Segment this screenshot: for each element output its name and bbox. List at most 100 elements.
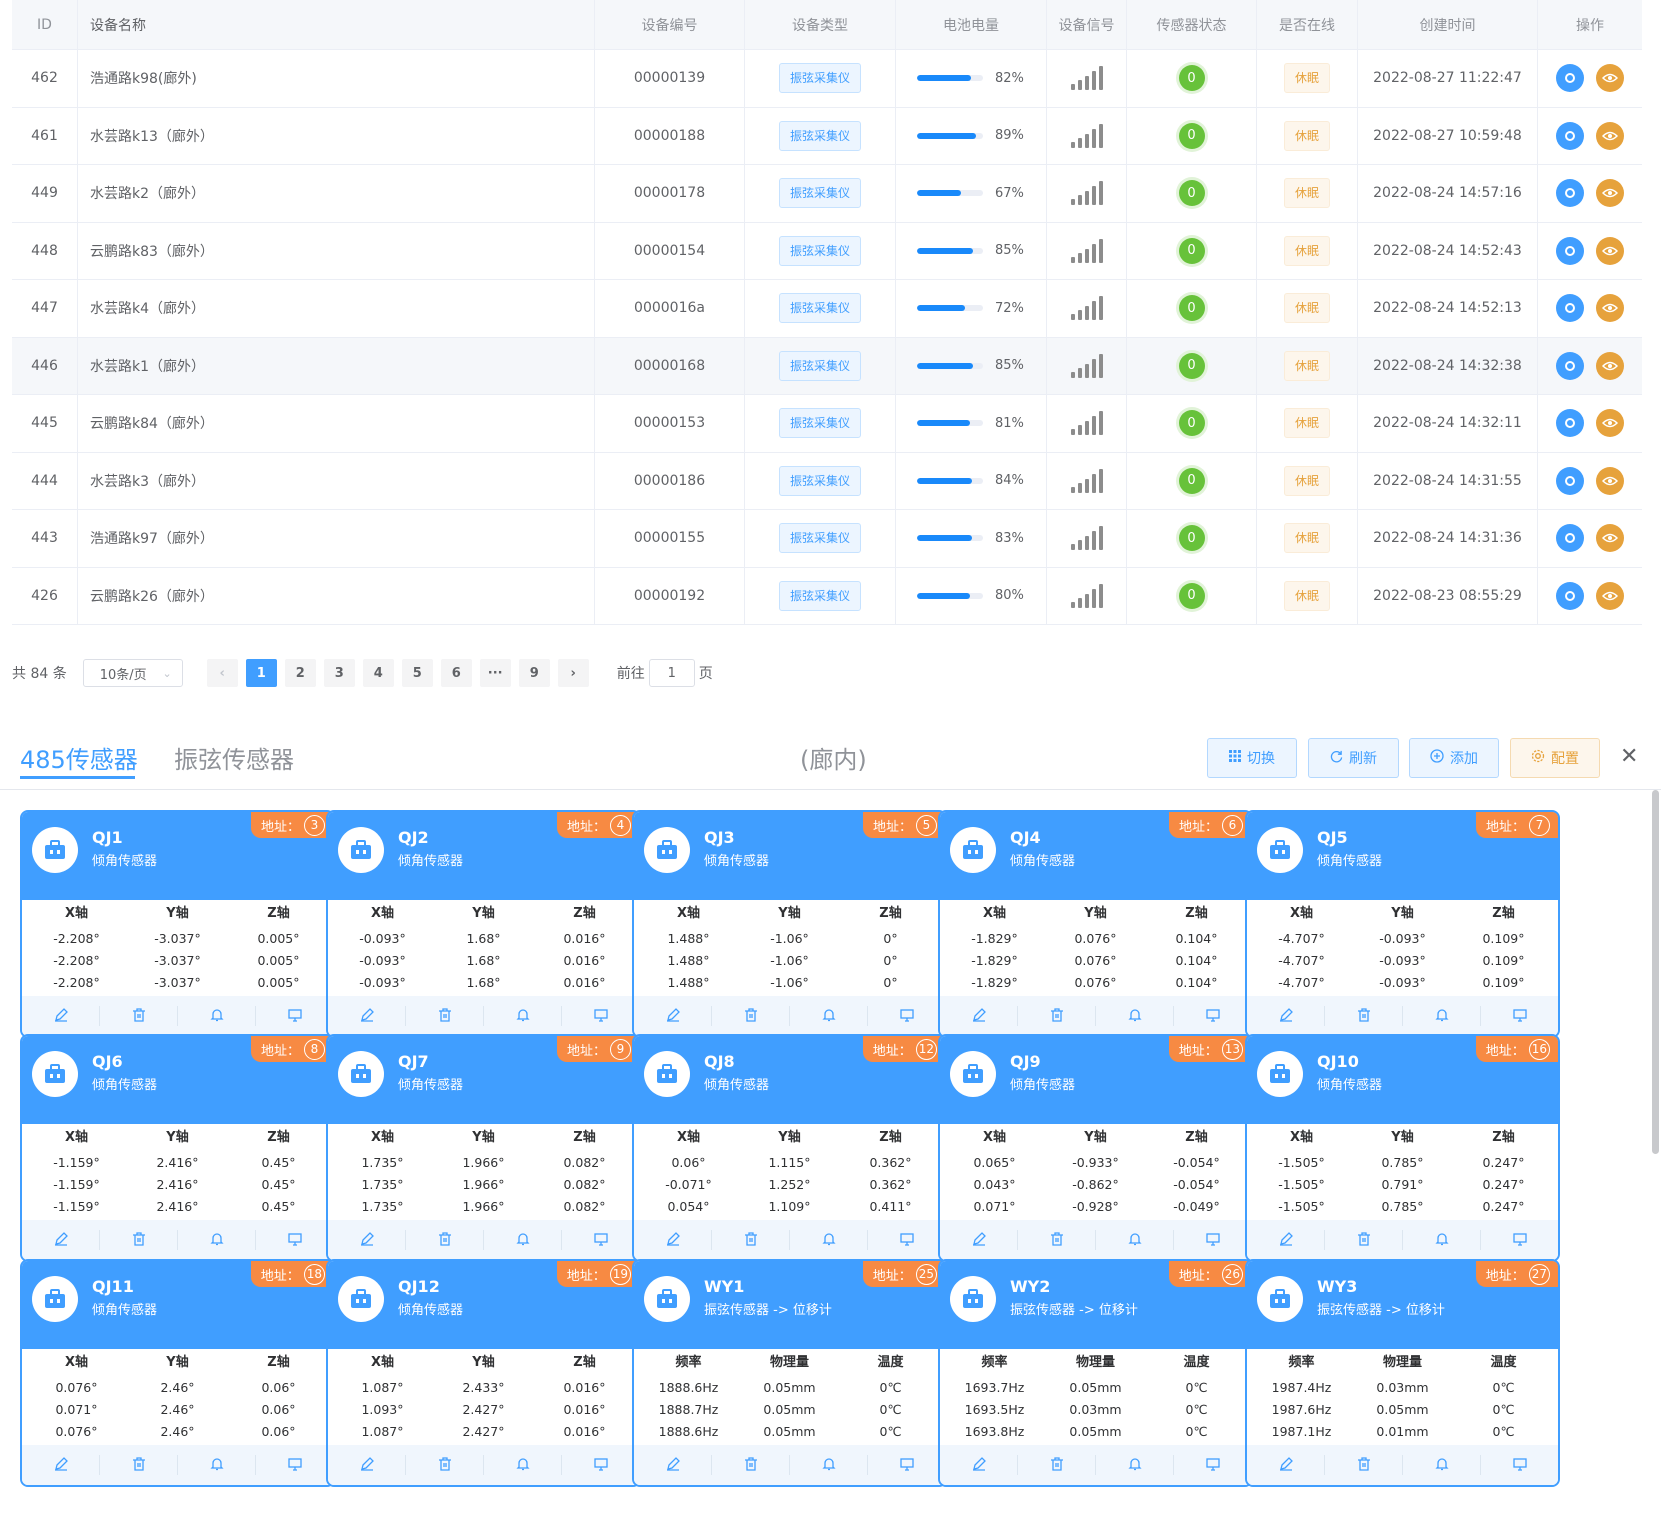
- delete-button[interactable]: [1018, 1230, 1096, 1250]
- sensor-card[interactable]: WY3 振弦传感器 -> 位移计 地址： 27 频率 1987.4Hz 1987.6Hz 19…: [1245, 1259, 1560, 1487]
- view-button[interactable]: [1596, 64, 1624, 93]
- sensor-card[interactable]: WY1 振弦传感器 -> 位移计 地址： 25 频率 1888.6Hz 1888.7Hz 18…: [632, 1259, 947, 1487]
- sensor-card[interactable]: QJ8 倾角传感器 地址： 12 X轴 0.06° -0.071° 0.054° Y轴 1.115…: [632, 1034, 947, 1262]
- add-button[interactable]: 添加: [1409, 738, 1499, 778]
- screen-button[interactable]: [562, 1006, 639, 1026]
- bell-button[interactable]: [178, 1455, 256, 1475]
- table-row[interactable]: 446 水芸路k1（廊外） 00000168 振弦采集仪 85% 0 休眠 2022-08-2…: [12, 337, 1642, 395]
- table-row[interactable]: 448 云鹏路k83（廊外） 00000154 振弦采集仪 85% 0 休眠 2022-08-…: [12, 222, 1642, 280]
- screen-button[interactable]: [562, 1455, 639, 1475]
- delete-button[interactable]: [1325, 1230, 1403, 1250]
- screen-button[interactable]: [1174, 1455, 1251, 1475]
- config-button[interactable]: 配置: [1510, 738, 1600, 778]
- edit-button[interactable]: [1247, 1230, 1325, 1250]
- bell-button[interactable]: [484, 1455, 562, 1475]
- delete-button[interactable]: [1325, 1006, 1403, 1026]
- view-button[interactable]: [1596, 236, 1624, 265]
- bell-button[interactable]: [790, 1230, 868, 1250]
- view-button[interactable]: [1596, 179, 1624, 208]
- table-row[interactable]: 461 水芸路k13（廊外） 00000188 振弦采集仪 89% 0 休眠 2022-08-…: [12, 107, 1642, 165]
- delete-button[interactable]: [100, 1230, 178, 1250]
- screen-button[interactable]: [562, 1230, 639, 1250]
- scrollbar[interactable]: [1652, 790, 1659, 1154]
- settings-button[interactable]: [1556, 351, 1584, 380]
- page-button[interactable]: 6: [440, 659, 472, 687]
- refresh-button[interactable]: 刷新: [1308, 738, 1399, 778]
- column-header[interactable]: 是否在线: [1257, 0, 1358, 49]
- bell-button[interactable]: [790, 1455, 868, 1475]
- edit-button[interactable]: [1247, 1006, 1325, 1026]
- screen-button[interactable]: [256, 1230, 333, 1250]
- edit-button[interactable]: [328, 1230, 406, 1250]
- edit-button[interactable]: [940, 1006, 1018, 1026]
- bell-button[interactable]: [1403, 1230, 1481, 1250]
- table-row[interactable]: 426 云鹏路k26（廊外） 00000192 振弦采集仪 80% 0 休眠 2022-08-…: [12, 567, 1642, 625]
- screen-button[interactable]: [1481, 1455, 1558, 1475]
- switch-button[interactable]: 切换: [1207, 738, 1297, 778]
- edit-button[interactable]: [1247, 1455, 1325, 1475]
- edit-button[interactable]: [634, 1230, 712, 1250]
- sensor-card[interactable]: QJ7 倾角传感器 地址： 9 X轴 1.735° 1.735° 1.735° Y轴 1.966°…: [326, 1034, 641, 1262]
- screen-button[interactable]: [256, 1006, 333, 1026]
- screen-button[interactable]: [256, 1455, 333, 1475]
- sensor-card[interactable]: QJ6 倾角传感器 地址： 8 X轴 -1.159° -1.159° -1.159° Y轴 2.4…: [20, 1034, 335, 1262]
- close-icon[interactable]: ✕: [1620, 744, 1639, 769]
- table-row[interactable]: 447 水芸路k4（廊外） 0000016a 振弦采集仪 72% 0 休眠 2022-08-2…: [12, 280, 1642, 338]
- sensor-card[interactable]: QJ12 倾角传感器 地址： 19 X轴 1.087° 1.093° 1.087° Y轴 2.43…: [326, 1259, 641, 1487]
- screen-button[interactable]: [868, 1230, 945, 1250]
- sensor-card[interactable]: QJ3 倾角传感器 地址： 5 X轴 1.488° 1.488° 1.488° Y轴 -1.06°…: [632, 810, 947, 1038]
- bell-button[interactable]: [484, 1230, 562, 1250]
- edit-button[interactable]: [328, 1455, 406, 1475]
- settings-button[interactable]: [1556, 64, 1584, 93]
- bell-button[interactable]: [484, 1006, 562, 1026]
- edit-button[interactable]: [22, 1006, 100, 1026]
- bell-button[interactable]: [1403, 1006, 1481, 1026]
- bell-button[interactable]: [178, 1230, 256, 1250]
- settings-button[interactable]: [1556, 179, 1584, 208]
- column-header[interactable]: 创建时间: [1358, 0, 1538, 49]
- delete-button[interactable]: [406, 1006, 484, 1026]
- screen-button[interactable]: [1174, 1006, 1251, 1026]
- bell-button[interactable]: [1096, 1455, 1174, 1475]
- page-ellipsis[interactable]: ···: [479, 659, 511, 687]
- screen-button[interactable]: [868, 1455, 945, 1475]
- bell-button[interactable]: [790, 1006, 868, 1026]
- sensor-card[interactable]: QJ1 倾角传感器 地址： 3 X轴 -2.208° -2.208° -2.208° Y轴 -3.…: [20, 810, 335, 1038]
- delete-button[interactable]: [100, 1455, 178, 1475]
- page-size-select[interactable]: 10条/页 ⌄: [82, 659, 183, 687]
- settings-button[interactable]: [1556, 466, 1584, 495]
- delete-button[interactable]: [712, 1006, 790, 1026]
- bell-button[interactable]: [1096, 1006, 1174, 1026]
- view-button[interactable]: [1596, 409, 1624, 438]
- screen-button[interactable]: [1481, 1006, 1558, 1026]
- view-button[interactable]: [1596, 294, 1624, 323]
- edit-button[interactable]: [22, 1455, 100, 1475]
- view-button[interactable]: [1596, 524, 1624, 553]
- table-row[interactable]: 445 云鹏路k84（廊外） 00000153 振弦采集仪 81% 0 休眠 2022-08-…: [12, 395, 1642, 453]
- screen-button[interactable]: [1174, 1230, 1251, 1250]
- view-button[interactable]: [1596, 121, 1624, 150]
- settings-button[interactable]: [1556, 524, 1584, 553]
- column-header[interactable]: 设备名称: [78, 0, 595, 49]
- delete-button[interactable]: [406, 1230, 484, 1250]
- next-page-button[interactable]: ›: [557, 659, 589, 687]
- delete-button[interactable]: [100, 1006, 178, 1026]
- table-row[interactable]: 443 浩通路k97（廊外） 00000155 振弦采集仪 83% 0 休眠 2022-08-…: [12, 510, 1642, 568]
- edit-button[interactable]: [634, 1455, 712, 1475]
- page-button[interactable]: 5: [401, 659, 433, 687]
- column-header[interactable]: 设备类型: [745, 0, 896, 49]
- edit-button[interactable]: [940, 1455, 1018, 1475]
- sensor-card[interactable]: QJ5 倾角传感器 地址： 7 X轴 -4.707° -4.707° -4.707° Y轴 -0.…: [1245, 810, 1560, 1038]
- tab-485-sensor[interactable]: 485传感器: [20, 746, 138, 774]
- table-row[interactable]: 449 水芸路k2（廊外） 00000178 振弦采集仪 67% 0 休眠 2022-08-2…: [12, 165, 1642, 223]
- edit-button[interactable]: [940, 1230, 1018, 1250]
- prev-page-button[interactable]: ‹: [206, 659, 238, 687]
- sensor-card[interactable]: QJ10 倾角传感器 地址： 16 X轴 -1.505° -1.505° -1.505° Y轴 0…: [1245, 1034, 1560, 1262]
- edit-button[interactable]: [22, 1230, 100, 1250]
- settings-button[interactable]: [1556, 121, 1584, 150]
- sensor-card[interactable]: QJ11 倾角传感器 地址： 18 X轴 0.076° 0.071° 0.076° Y轴 2.46…: [20, 1259, 335, 1487]
- column-header[interactable]: 传感器状态: [1127, 0, 1257, 49]
- bell-button[interactable]: [1403, 1455, 1481, 1475]
- sensor-card[interactable]: QJ9 倾角传感器 地址： 13 X轴 0.065° 0.043° 0.071° Y轴 -0.93…: [938, 1034, 1253, 1262]
- screen-button[interactable]: [1481, 1230, 1558, 1250]
